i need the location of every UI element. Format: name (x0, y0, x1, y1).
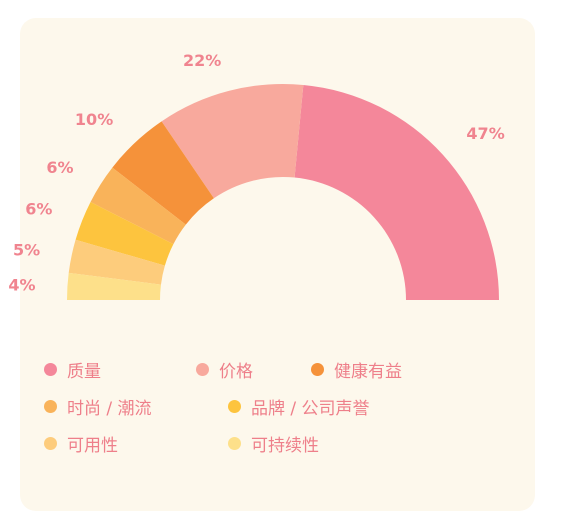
legend-swatch (44, 399, 57, 413)
data-label-2: 10% (75, 110, 113, 129)
slice-5[interactable] (68, 239, 165, 285)
legend-swatch (228, 436, 241, 450)
slice-3[interactable] (90, 167, 186, 245)
legend-label: 品牌 / 公司声誉 (251, 398, 370, 419)
legend-label: 健康有益 (334, 361, 402, 382)
legend-label: 可持续性 (251, 435, 319, 456)
legend-swatch (311, 362, 324, 376)
legend-label: 可用性 (67, 435, 118, 456)
legend-item-health[interactable]: 健康有益 (311, 356, 402, 382)
data-label-1: 22% (183, 51, 221, 70)
data-label-6: 4% (8, 275, 35, 294)
legend-item-fashion[interactable]: 时尚 / 潮流 (44, 393, 152, 419)
legend-item-brand[interactable]: 品牌 / 公司声誉 (228, 393, 370, 419)
legend-item-sustainability[interactable]: 可持续性 (228, 430, 319, 456)
legend-swatch (228, 399, 241, 413)
slice-6[interactable] (67, 272, 161, 300)
data-label-0: 47% (466, 124, 504, 143)
legend-swatch (196, 362, 209, 376)
slice-1[interactable] (161, 84, 304, 199)
slice-2[interactable] (112, 121, 214, 225)
legend-label: 价格 (219, 361, 253, 382)
slice-0[interactable] (294, 84, 499, 300)
legend-label: 时尚 / 潮流 (67, 398, 152, 419)
legend-item-quality[interactable]: 质量 (44, 356, 101, 382)
legend-item-price[interactable]: 价格 (196, 356, 253, 382)
legend-label: 质量 (67, 361, 101, 382)
data-label-4: 6% (25, 200, 52, 219)
legend-swatch (44, 362, 57, 376)
legend-swatch (44, 436, 57, 450)
slice-4[interactable] (75, 201, 174, 266)
legend-item-availability[interactable]: 可用性 (44, 430, 118, 456)
data-label-5: 5% (13, 241, 40, 260)
data-label-3: 6% (46, 158, 73, 177)
